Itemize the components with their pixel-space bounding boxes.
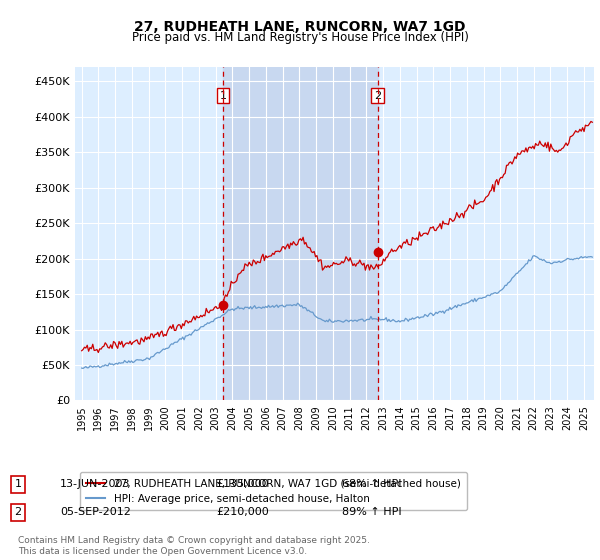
Text: £210,000: £210,000: [216, 507, 269, 517]
Text: Price paid vs. HM Land Registry's House Price Index (HPI): Price paid vs. HM Land Registry's House …: [131, 31, 469, 44]
Text: 2: 2: [14, 507, 22, 517]
Bar: [223, 67, 377, 400]
Text: Contains HM Land Registry data © Crown copyright and database right 2025.
This d: Contains HM Land Registry data © Crown c…: [18, 536, 370, 556]
Text: 89% ↑ HPI: 89% ↑ HPI: [342, 507, 401, 517]
Legend: 27, RUDHEATH LANE, RUNCORN, WA7 1GD (semi-detached house), HPI: Average price, s: 27, RUDHEATH LANE, RUNCORN, WA7 1GD (sem…: [80, 472, 467, 510]
Text: £135,000: £135,000: [216, 479, 269, 489]
Text: 05-SEP-2012: 05-SEP-2012: [60, 507, 131, 517]
Text: 13-JUN-2003: 13-JUN-2003: [60, 479, 131, 489]
Text: 1: 1: [220, 91, 226, 101]
Text: 1: 1: [14, 479, 22, 489]
Text: 2: 2: [374, 91, 381, 101]
Text: 68% ↑ HPI: 68% ↑ HPI: [342, 479, 401, 489]
Text: 27, RUDHEATH LANE, RUNCORN, WA7 1GD: 27, RUDHEATH LANE, RUNCORN, WA7 1GD: [134, 20, 466, 34]
